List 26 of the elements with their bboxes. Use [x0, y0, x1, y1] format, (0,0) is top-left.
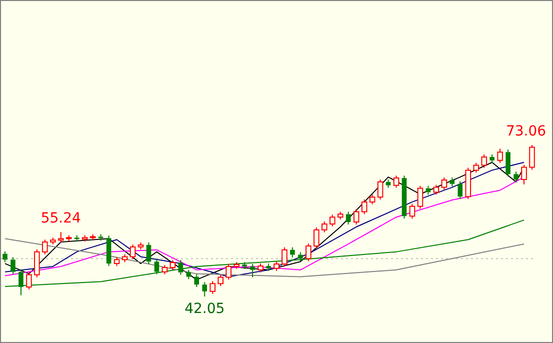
candlestick — [458, 180, 463, 200]
candlestick — [402, 175, 407, 220]
candlestick — [490, 154, 494, 164]
candlestick — [514, 171, 518, 182]
candlestick — [2, 250, 8, 263]
candlestick — [242, 262, 247, 270]
candlestick — [10, 256, 16, 275]
candlestick — [202, 282, 208, 298]
candlestick — [194, 274, 200, 288]
candlestick — [146, 242, 152, 265]
candlestick — [290, 246, 295, 258]
candlestick — [506, 149, 510, 178]
candlestick — [98, 234, 104, 242]
candlestick — [154, 258, 160, 275]
candlestick — [74, 234, 80, 242]
candlestick — [298, 252, 303, 262]
candlestick — [250, 264, 255, 278]
candlestick — [346, 211, 351, 225]
candlestick — [106, 235, 112, 266]
candlestick — [386, 178, 391, 188]
candlestick — [266, 263, 271, 272]
annotation: 55.24 — [40, 210, 82, 227]
candlestick — [450, 177, 455, 187]
annotation: 42.05 — [184, 301, 225, 318]
annotation: 73.06 — [506, 124, 546, 140]
candlestick — [178, 260, 184, 276]
